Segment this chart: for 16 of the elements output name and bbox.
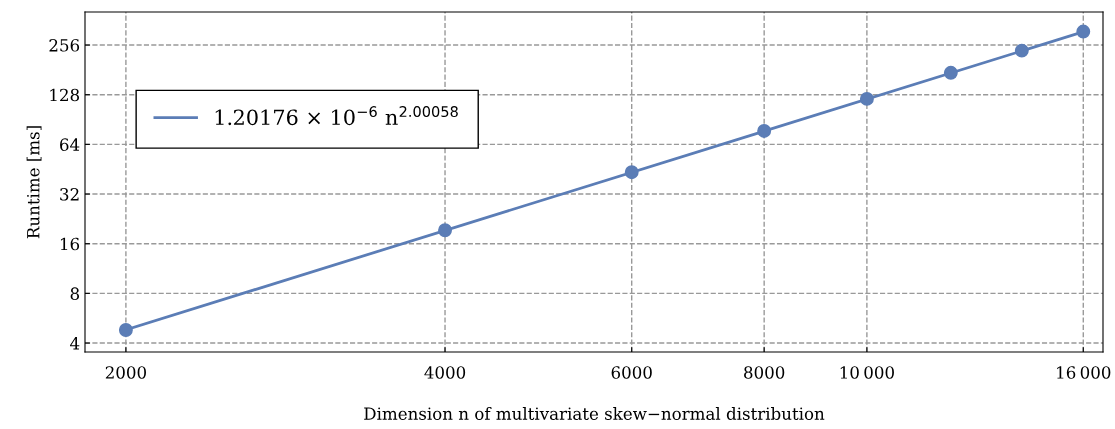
x-tick-label: 6000 (611, 366, 652, 379)
y-axis-title: Runtime [ms] (26, 126, 42, 239)
x-axis-title: Dimension n of multivariate skew−normal distribution (364, 407, 825, 420)
x-tick-label: 2000 (105, 366, 146, 379)
y-tick-label: 4 (70, 337, 80, 350)
x-tick-label: 10 000 (840, 366, 894, 379)
x-tick-label: 16 000 (1057, 366, 1111, 379)
y-tick-label: 8 (70, 287, 80, 300)
y-tick-label: 128 (50, 88, 80, 102)
legend-label: 1.20176 × 10$^{−6}$ n$^{2.00058}$ (215, 106, 458, 126)
y-tick-label: 16 (60, 237, 80, 251)
y-tick-label: 32 (60, 188, 79, 201)
x-tick-label: 4000 (424, 366, 466, 379)
y-tick-label: 256 (49, 39, 80, 52)
x-tick-label: 8000 (744, 366, 785, 379)
y-tick-label: 64 (60, 138, 80, 151)
